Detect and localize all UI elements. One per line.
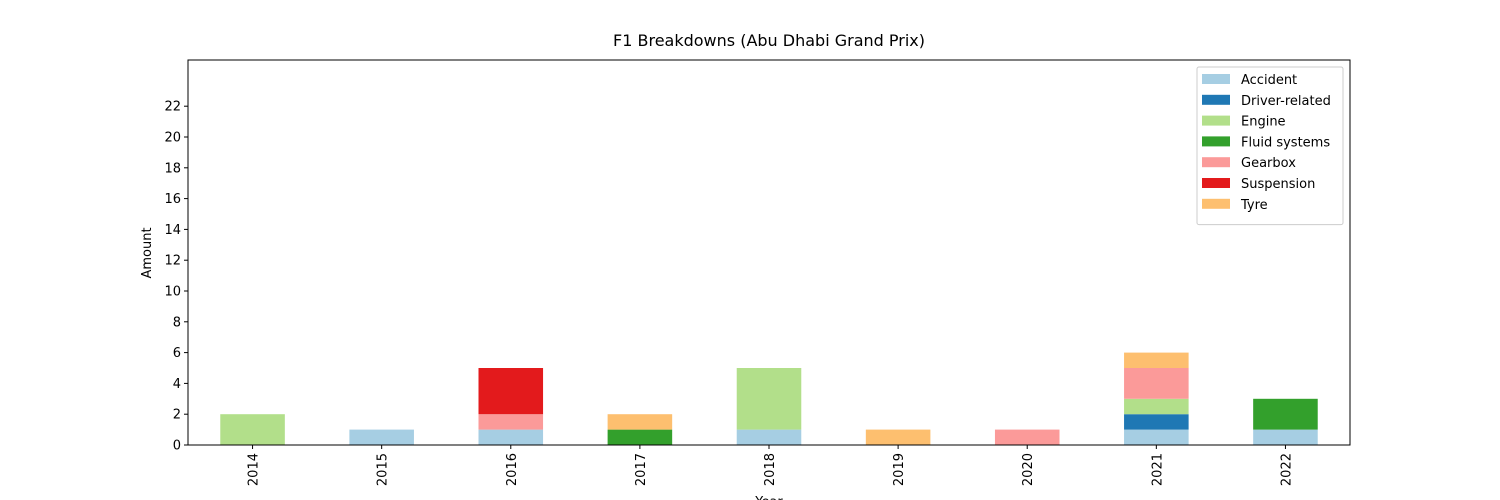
bar-segment bbox=[1124, 398, 1189, 415]
bar-segment bbox=[1124, 429, 1189, 445]
legend-swatch bbox=[1202, 178, 1230, 188]
y-tick-label: 4 bbox=[173, 377, 181, 392]
legend-label: Accident bbox=[1241, 73, 1297, 88]
x-tick-label: 2017 bbox=[634, 453, 649, 486]
y-axis-label: Amount bbox=[140, 227, 155, 278]
x-tick-label: 2021 bbox=[1150, 453, 1165, 486]
x-tick-label: 2014 bbox=[247, 453, 262, 486]
y-tick-label: 0 bbox=[173, 439, 181, 454]
y-tick-label: 2 bbox=[173, 408, 181, 423]
legend-label: Engine bbox=[1241, 115, 1286, 130]
legend-label: Fluid systems bbox=[1241, 135, 1330, 150]
legend-swatch bbox=[1202, 157, 1230, 168]
bar-segment bbox=[478, 414, 544, 430]
bar-segment bbox=[1124, 414, 1189, 430]
plot-frame bbox=[187, 59, 1351, 446]
y-tick-label: 20 bbox=[164, 131, 181, 146]
y-tick-label: 18 bbox=[164, 161, 181, 176]
y-tick-label: 16 bbox=[164, 192, 181, 207]
x-tick-label: 2018 bbox=[763, 453, 778, 486]
bar-segment bbox=[865, 429, 931, 445]
bar-segment bbox=[349, 429, 414, 445]
bar-segment bbox=[478, 429, 544, 445]
bar-segment bbox=[607, 414, 673, 430]
bar-segment bbox=[1253, 429, 1318, 445]
legend-swatch bbox=[1202, 198, 1230, 209]
bar-segment bbox=[1124, 352, 1189, 368]
bar-segment bbox=[220, 414, 285, 445]
y-tick-label: 12 bbox=[164, 254, 181, 269]
bar-segment bbox=[736, 429, 802, 445]
bar-segment bbox=[478, 368, 544, 415]
y-tick-label: 10 bbox=[164, 285, 181, 300]
chart-title: F1 Breakdowns (Abu Dhabi Grand Prix) bbox=[613, 31, 925, 50]
legend-box bbox=[1196, 66, 1344, 226]
y-tick-label: 6 bbox=[173, 346, 181, 361]
legend-swatch bbox=[1202, 115, 1230, 126]
x-tick-label: 2020 bbox=[1021, 453, 1036, 486]
x-tick-label: 2019 bbox=[892, 453, 907, 486]
legend-label: Driver-related bbox=[1241, 94, 1331, 109]
legend-label: Tyre bbox=[1240, 198, 1268, 213]
y-tick-label: 8 bbox=[173, 315, 181, 330]
bar-segment bbox=[994, 429, 1060, 445]
legend-swatch bbox=[1202, 74, 1230, 84]
x-axis-label: Year bbox=[754, 495, 783, 500]
legend-label: Suspension bbox=[1241, 177, 1315, 192]
bar-segment bbox=[1253, 398, 1318, 430]
bar-segment bbox=[736, 368, 802, 430]
y-tick-label: 14 bbox=[164, 223, 181, 238]
bar-segment bbox=[607, 429, 673, 445]
bar-segment bbox=[1124, 368, 1189, 399]
legend-swatch bbox=[1202, 136, 1230, 147]
x-tick-label: 2016 bbox=[505, 453, 520, 486]
legend-label: Gearbox bbox=[1241, 156, 1296, 171]
legend-swatch bbox=[1202, 94, 1230, 105]
x-tick-label: 2015 bbox=[376, 453, 391, 486]
x-tick-label: 2022 bbox=[1279, 453, 1294, 486]
y-tick-label: 22 bbox=[164, 100, 181, 115]
